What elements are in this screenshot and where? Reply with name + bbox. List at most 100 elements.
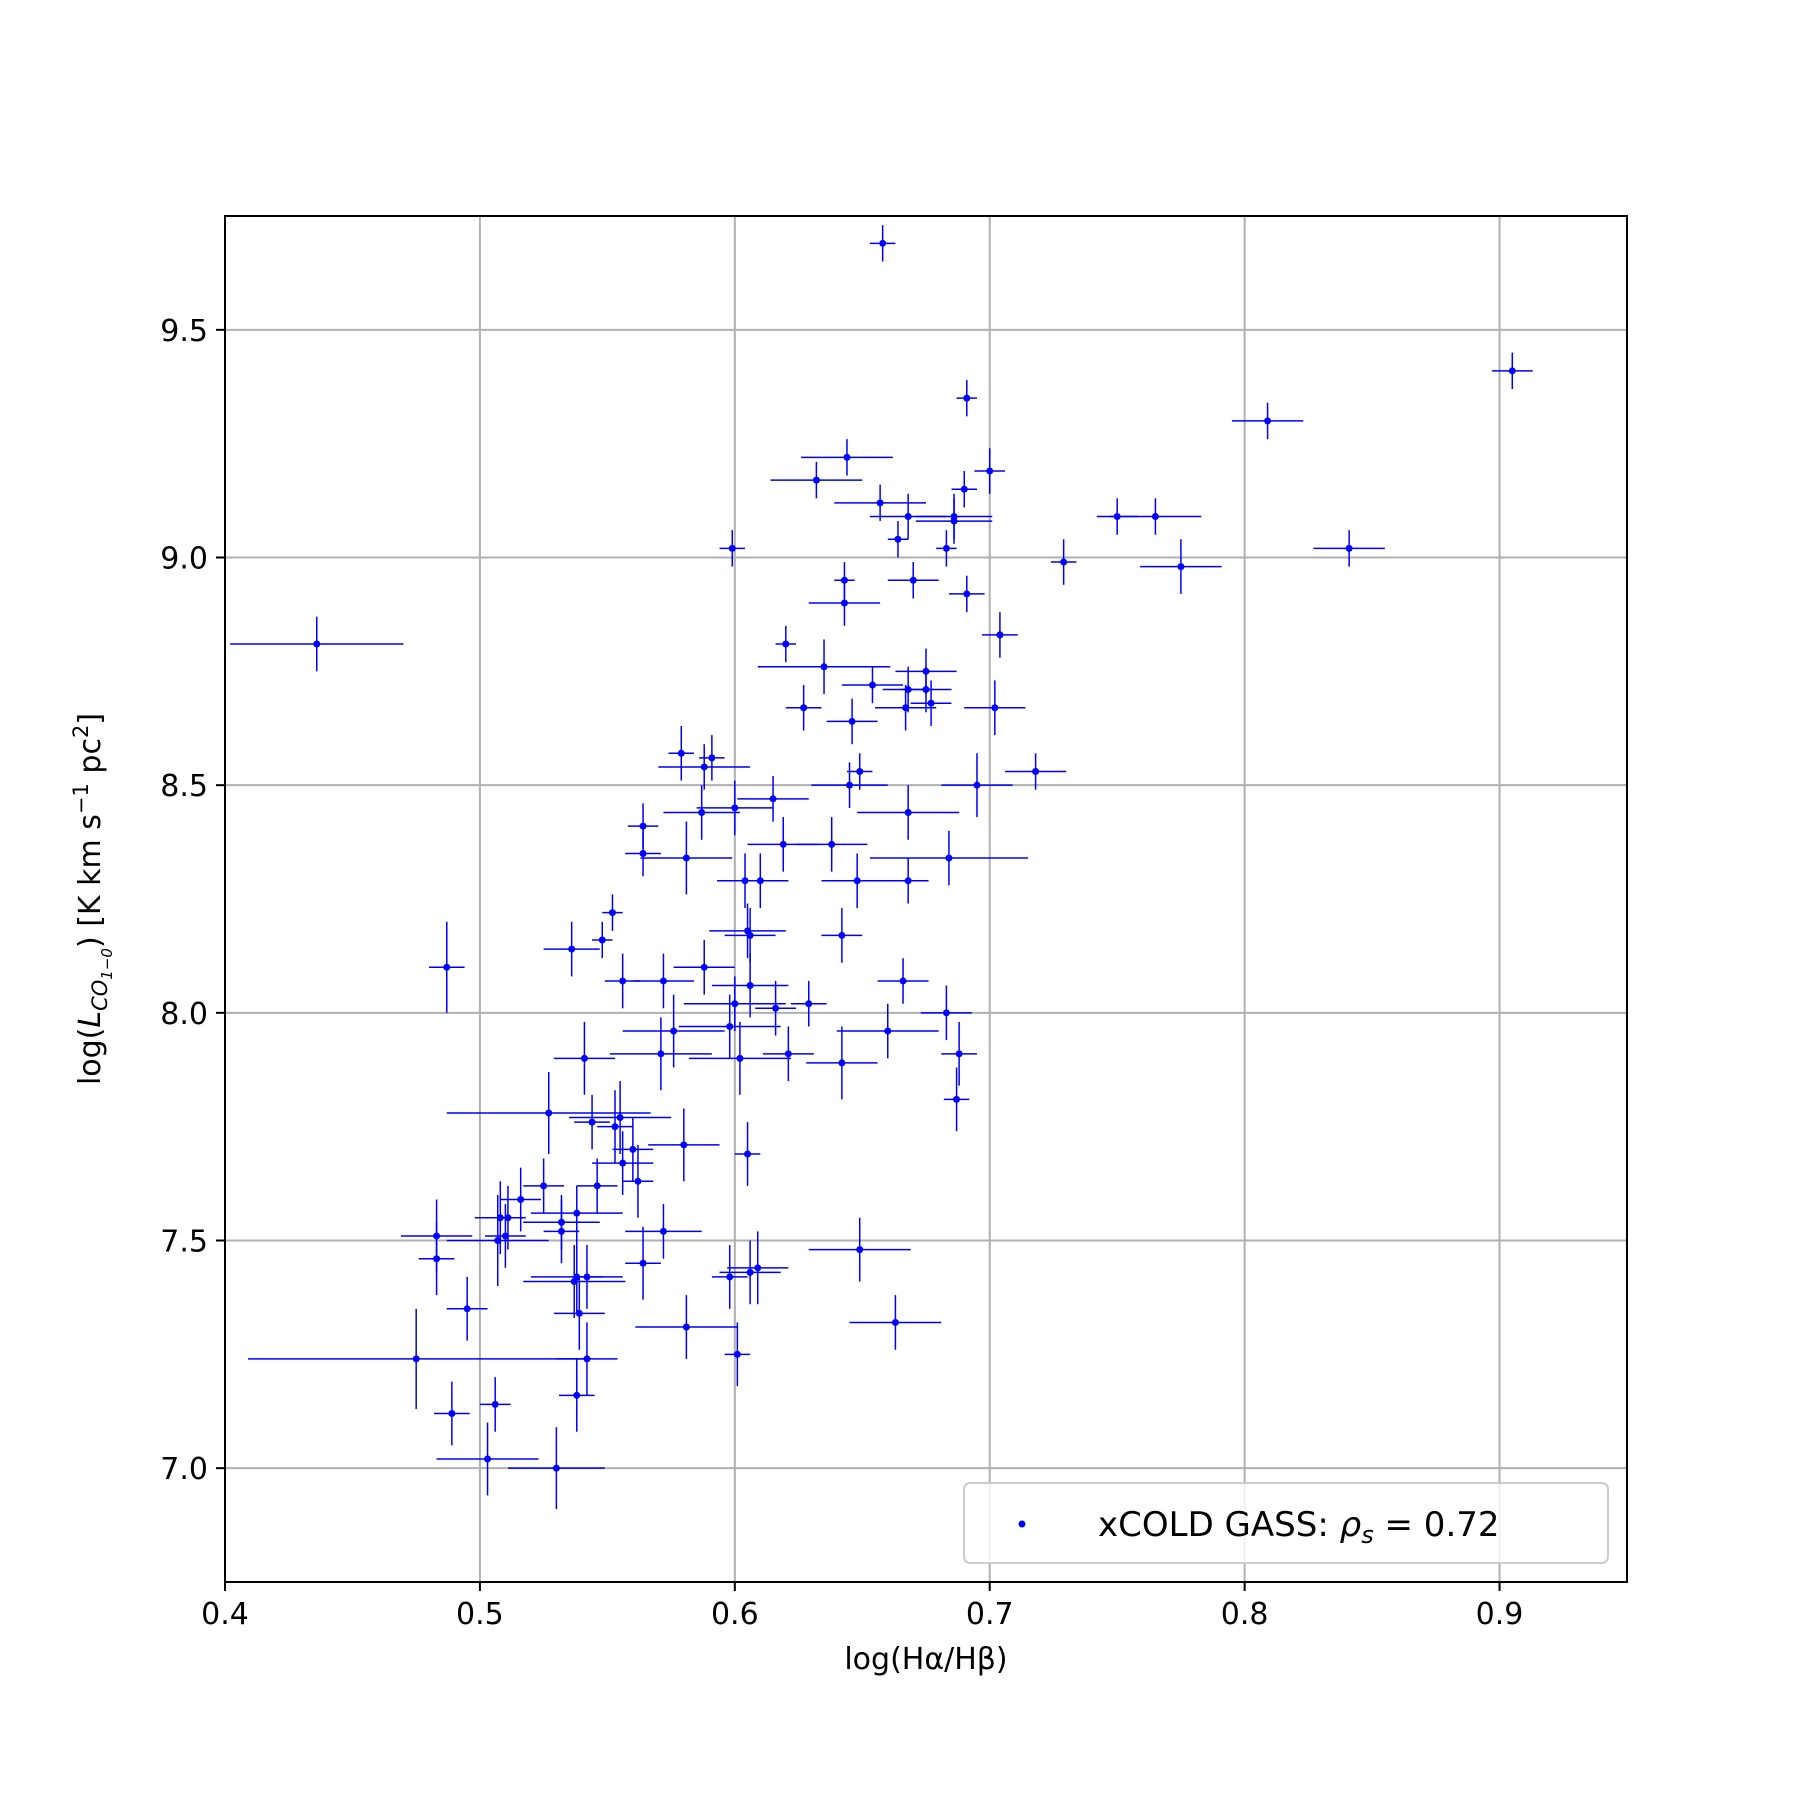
data-point (517, 1196, 525, 1204)
data-point (840, 599, 848, 607)
data-point (922, 686, 930, 694)
data-point (1508, 367, 1516, 375)
data-point (782, 640, 790, 648)
data-point (1113, 513, 1121, 521)
data-point (820, 663, 828, 671)
data-point (634, 1177, 642, 1185)
data-point (838, 931, 846, 939)
data-point (963, 394, 971, 402)
data-point (496, 1214, 504, 1222)
data-point (573, 1273, 581, 1281)
y-tick-label: 9.5 (160, 314, 208, 349)
data-point (568, 945, 576, 953)
data-point (698, 808, 706, 816)
data-point (501, 1232, 509, 1240)
y-tick-label: 7.5 (160, 1225, 208, 1260)
data-point (991, 704, 999, 712)
legend-marker (1018, 1520, 1026, 1528)
data-point (744, 1150, 752, 1158)
data-point (784, 1050, 792, 1058)
data-point (726, 1273, 734, 1281)
data-point (843, 453, 851, 461)
y-label-units-exp: −1 (69, 783, 93, 814)
data-point (639, 1259, 647, 1267)
y-label-main: L (73, 1011, 108, 1028)
data-points (313, 239, 1516, 1472)
data-point (682, 1323, 690, 1331)
data-point (746, 931, 754, 939)
data-point (902, 704, 910, 712)
data-point (557, 1227, 565, 1235)
y-label-units-b: pc (73, 738, 108, 783)
data-point (659, 1227, 667, 1235)
x-axis-ticks: 0.4 0.5 0.6 0.7 0.8 0.9 (201, 1582, 1523, 1632)
data-point (800, 704, 808, 712)
data-point (1264, 417, 1272, 425)
y-tick-label: 8.0 (160, 997, 208, 1032)
x-tick-label: 0.7 (966, 1597, 1014, 1632)
data-point (733, 1350, 741, 1358)
data-point (756, 877, 764, 885)
data-point (769, 795, 777, 803)
data-point (828, 840, 836, 848)
data-point (805, 1000, 813, 1008)
y-label-close: ) (73, 936, 108, 948)
data-point (588, 1118, 596, 1126)
y-label-prefix: log( (73, 1028, 108, 1085)
data-point (899, 977, 907, 985)
data-point (986, 467, 994, 475)
data-point (545, 1109, 553, 1117)
data-point (927, 699, 935, 707)
data-point (494, 1237, 502, 1244)
data-point (726, 1022, 734, 1030)
data-point (463, 1305, 471, 1313)
grid-lines (224, 216, 1627, 1582)
data-point (904, 686, 912, 694)
data-point (838, 1059, 846, 1067)
data-point (960, 485, 968, 493)
data-point (741, 877, 749, 885)
data-point (904, 513, 912, 521)
data-point (728, 544, 736, 552)
x-tick-label: 0.6 (711, 1597, 759, 1632)
data-point (973, 781, 981, 789)
data-point (746, 982, 754, 990)
data-point (659, 977, 667, 985)
data-point (904, 877, 912, 885)
data-point (573, 1391, 581, 1399)
data-point (779, 840, 787, 848)
data-point (583, 1355, 591, 1363)
data-point (955, 1050, 963, 1058)
y-tick-label: 8.5 (160, 769, 208, 804)
data-point (629, 1145, 637, 1153)
legend: xCOLD GASS: ρs = 0.72 (963, 1482, 1609, 1564)
legend-label: xCOLD GASS: ρs = 0.72 (1098, 1505, 1500, 1549)
x-tick-label: 0.9 (1476, 1597, 1524, 1632)
data-point (677, 749, 685, 757)
y-axis-ticks: 7.0 7.5 8.0 8.5 9.0 9.5 (160, 314, 225, 1487)
error-bars (230, 225, 1533, 1510)
data-point (731, 1000, 739, 1008)
data-point (484, 1455, 492, 1463)
data-point (708, 754, 716, 762)
data-point (619, 977, 627, 985)
y-label-subsub: 1−0 (98, 948, 116, 980)
y-label-units-c: ] (73, 713, 108, 725)
data-point (904, 808, 912, 816)
data-point (583, 1273, 591, 1281)
data-point (598, 936, 606, 944)
legend-rho: ρ (1340, 1505, 1362, 1545)
data-point (611, 1123, 619, 1131)
data-point (963, 590, 971, 598)
data-point (639, 822, 647, 830)
data-point (846, 781, 854, 789)
data-point (540, 1182, 548, 1190)
data-point (922, 667, 930, 675)
data-point (504, 1214, 512, 1222)
y-tick-label: 9.0 (160, 542, 208, 577)
data-point (682, 854, 690, 862)
y-label-units-exp2: 2 (69, 725, 93, 738)
data-point (868, 681, 876, 689)
data-point (772, 1004, 780, 1012)
